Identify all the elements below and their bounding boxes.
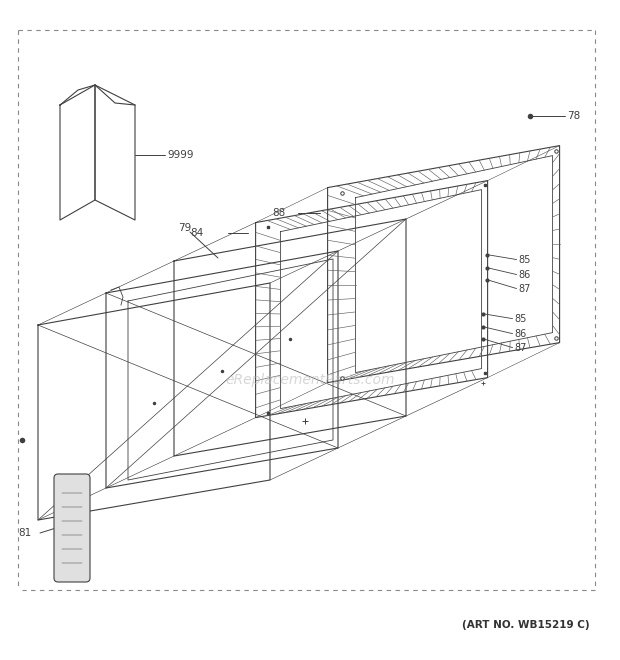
- Text: 79: 79: [178, 223, 191, 233]
- Text: 81: 81: [18, 528, 31, 538]
- Text: 85: 85: [515, 314, 527, 323]
- Text: 86: 86: [515, 329, 527, 339]
- Text: 87: 87: [515, 343, 527, 352]
- FancyBboxPatch shape: [54, 474, 90, 582]
- Text: 9999: 9999: [167, 150, 193, 160]
- Text: (ART NO. WB15219 C): (ART NO. WB15219 C): [463, 620, 590, 630]
- Text: 88: 88: [273, 208, 286, 218]
- Text: 87: 87: [518, 284, 531, 294]
- Text: 86: 86: [518, 269, 531, 280]
- Text: 84: 84: [190, 228, 204, 238]
- Text: eReplacementParts.com: eReplacementParts.com: [225, 373, 395, 387]
- Text: 78: 78: [567, 111, 581, 121]
- Text: 85: 85: [518, 255, 531, 265]
